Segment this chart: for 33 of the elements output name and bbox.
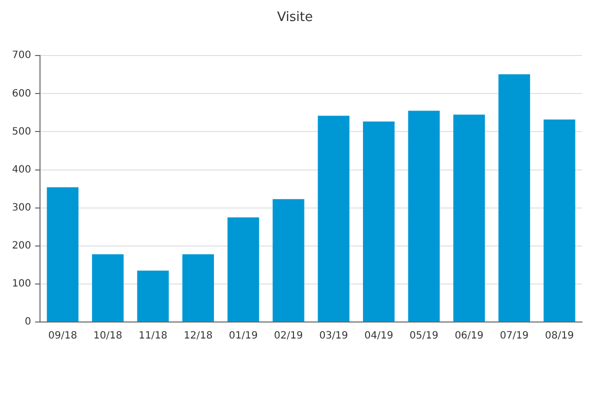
bar <box>408 110 440 322</box>
x-tick-label: 05/19 <box>410 330 438 342</box>
bar <box>228 217 260 322</box>
bar <box>453 114 485 322</box>
x-tick-label: 08/19 <box>545 330 574 342</box>
y-tick-label: 100 <box>12 278 32 290</box>
bar <box>498 74 530 322</box>
bar <box>362 121 395 322</box>
x-tick-label: 09/18 <box>48 330 78 342</box>
y-tick-label: 700 <box>12 50 32 62</box>
x-tick-label: 10/18 <box>93 330 122 342</box>
chart-title: Visite <box>277 10 313 26</box>
bar <box>544 120 576 322</box>
x-tick-label: 02/19 <box>274 330 303 342</box>
bar <box>137 270 169 322</box>
bar <box>92 254 124 322</box>
x-tick-label: 01/19 <box>228 330 258 342</box>
x-tick-label: 12/18 <box>184 330 213 342</box>
x-tick-label: 06/19 <box>454 330 484 342</box>
bar <box>46 187 78 322</box>
y-tick-label: 400 <box>12 164 32 176</box>
y-tick-label: 500 <box>12 126 32 138</box>
x-tick-label: 03/19 <box>319 330 348 342</box>
x-tick-label: 07/19 <box>500 330 529 342</box>
y-tick-label: 0 <box>24 316 32 328</box>
bar <box>272 199 304 322</box>
x-tick-label: 11/18 <box>138 330 168 342</box>
bar <box>182 254 214 322</box>
y-tick-label: 200 <box>12 240 32 252</box>
y-tick-label: 300 <box>12 202 32 214</box>
bar <box>318 116 350 322</box>
x-tick-label: 04/19 <box>364 330 394 342</box>
y-tick-label: 600 <box>12 88 32 100</box>
